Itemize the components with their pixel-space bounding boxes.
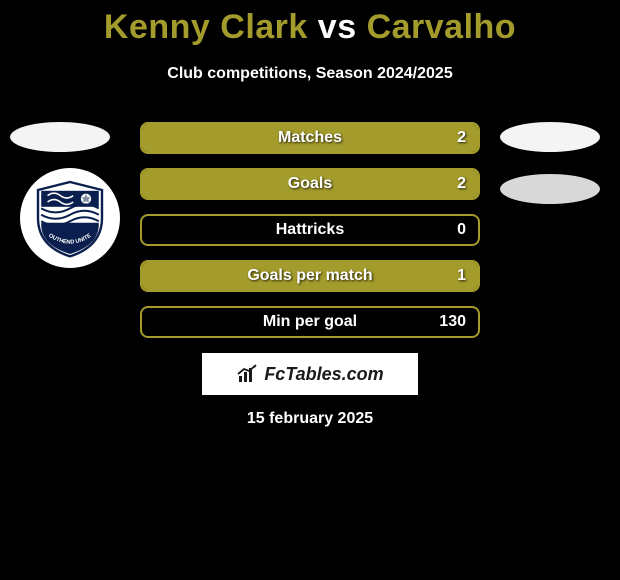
stat-bar: Hattricks0 xyxy=(140,214,480,246)
stat-bar: Goals2 xyxy=(140,168,480,200)
date-text: 15 february 2025 xyxy=(0,410,620,428)
brand-box: FcTables.com xyxy=(202,353,418,395)
stat-label: Matches xyxy=(142,124,478,152)
subtitle: Club competitions, Season 2024/2025 xyxy=(0,65,620,83)
stat-bar: Matches2 xyxy=(140,122,480,154)
vs-text: vs xyxy=(318,8,357,46)
stat-value: 0 xyxy=(457,216,466,244)
club-crest: SOUTHEND UNITED xyxy=(20,168,120,268)
stat-bar: Goals per match1 xyxy=(140,260,480,292)
player2-name: Carvalho xyxy=(367,8,517,46)
left-badge-placeholder xyxy=(10,122,110,152)
stat-value: 2 xyxy=(457,124,466,152)
stats-bars: Matches2Goals2Hattricks0Goals per match1… xyxy=(140,122,480,352)
stat-label: Goals per match xyxy=(142,262,478,290)
stat-value: 2 xyxy=(457,170,466,198)
brand-text: FcTables.com xyxy=(264,364,383,385)
page-title: Kenny Clark vs Carvalho xyxy=(0,0,620,47)
right-badge-placeholder-1 xyxy=(500,122,600,152)
right-badge-placeholder-2 xyxy=(500,174,600,204)
stat-label: Min per goal xyxy=(142,308,478,336)
stat-value: 1 xyxy=(457,262,466,290)
stat-label: Goals xyxy=(142,170,478,198)
stat-label: Hattricks xyxy=(142,216,478,244)
crest-icon: SOUTHEND UNITED xyxy=(30,178,110,258)
stat-bar: Min per goal130 xyxy=(140,306,480,338)
player1-name: Kenny Clark xyxy=(104,8,308,46)
stat-value: 130 xyxy=(439,308,466,336)
brand-chart-icon xyxy=(236,364,260,384)
